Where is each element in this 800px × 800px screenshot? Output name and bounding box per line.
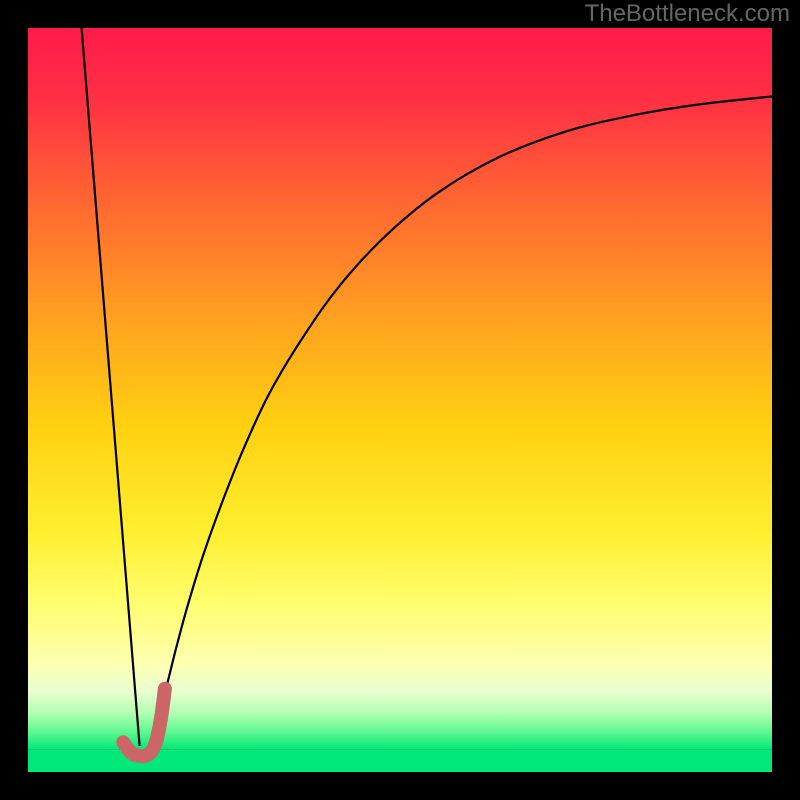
gradient-background [28,28,772,750]
plot-area [28,28,772,772]
chart-svg [28,28,772,772]
chart-root: TheBottleneck.com [0,0,800,800]
watermark-text: TheBottleneck.com [585,0,790,28]
